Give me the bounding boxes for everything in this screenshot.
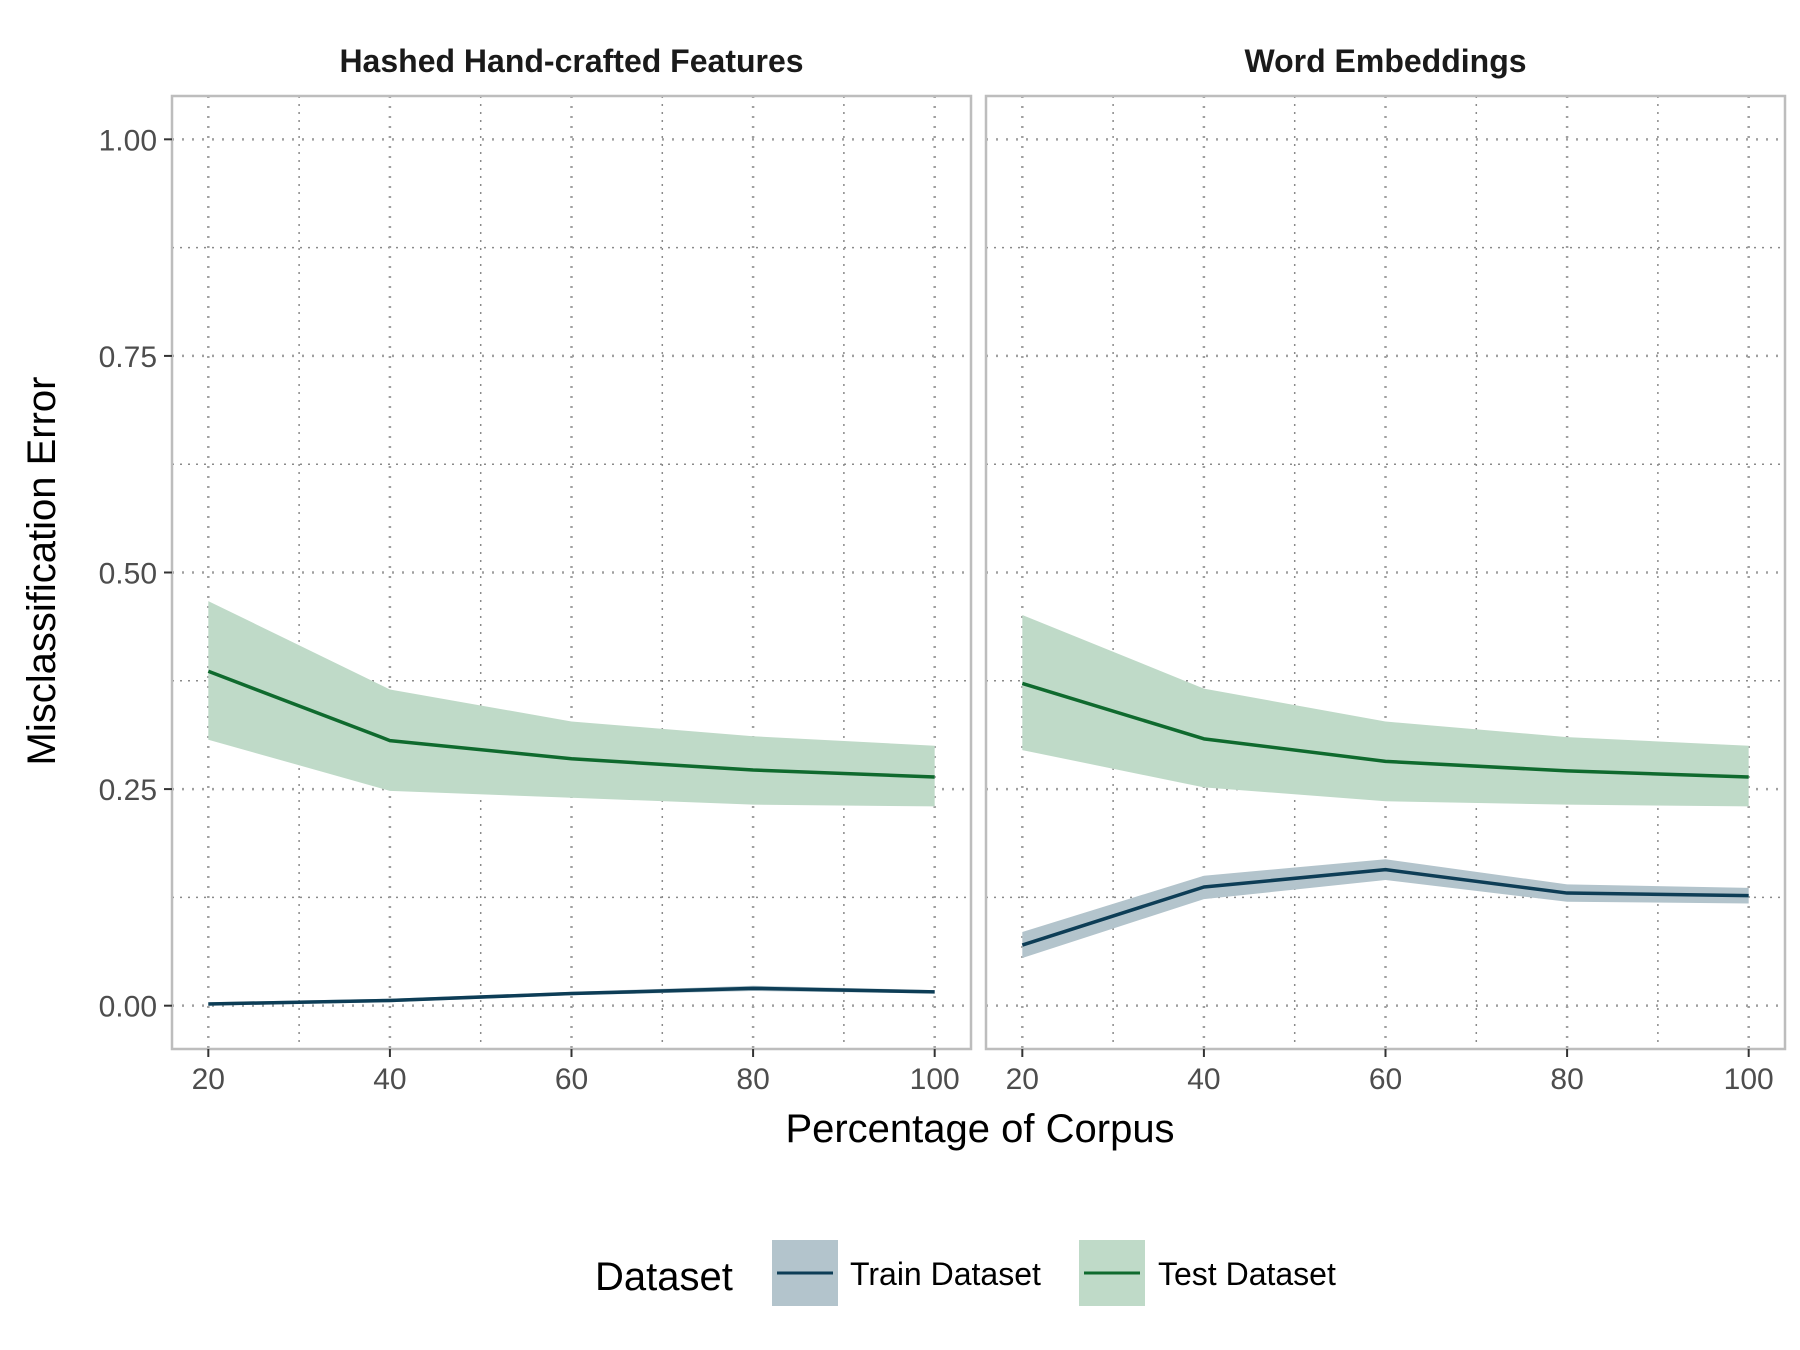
ribbon-train-dataset	[1022, 859, 1749, 959]
legend-label-train: Train Dataset	[850, 1256, 1041, 1292]
x-tick-label: 80	[1550, 1063, 1583, 1096]
x-tick-label: 20	[192, 1063, 225, 1096]
y-tick-label: 0.00	[99, 991, 157, 1024]
legend: Dataset Train Dataset Test Dataset	[595, 1240, 1336, 1306]
ribbon-test-dataset	[208, 601, 935, 807]
x-tick-label: 20	[1006, 1063, 1039, 1096]
legend-title: Dataset	[595, 1255, 733, 1299]
series-layer	[1021, 614, 1749, 959]
x-tick-label: 40	[1187, 1063, 1220, 1096]
y-tick-label: 0.50	[99, 558, 157, 591]
x-tick-label: 40	[373, 1063, 406, 1096]
panel-2: Word Embeddings 20 40 60 80 100	[984, 43, 1787, 1096]
panel-1: Hashed Hand-crafted Features 20 40 60 80 100 0…	[99, 43, 973, 1096]
x-tick-label: 60	[555, 1063, 588, 1096]
facet-title: Hashed Hand-crafted Features	[339, 43, 803, 79]
x-tick-label: 100	[1724, 1063, 1774, 1096]
line-train-dataset	[1021, 867, 1749, 947]
y-tick-label: 0.75	[99, 341, 157, 374]
line-train-dataset	[208, 986, 935, 1006]
facet-title: Word Embeddings	[1244, 43, 1526, 79]
legend-key-train	[772, 1240, 838, 1306]
x-tick-label: 80	[736, 1063, 769, 1096]
ribbon-test-dataset	[1022, 614, 1749, 807]
x-tick-label: 60	[1369, 1063, 1402, 1096]
grid	[986, 96, 1785, 1049]
y-axis-title: Misclassification Error	[20, 377, 64, 766]
grid	[172, 96, 971, 1049]
x-tick-label: 100	[910, 1063, 960, 1096]
panels-layer: Hashed Hand-crafted Features 20 40 60 80 100 0…	[99, 43, 1787, 1096]
legend-key-test	[1079, 1240, 1145, 1306]
line-test-dataset	[207, 669, 935, 779]
y-tick-label: 1.00	[99, 124, 157, 157]
x-axis-title: Percentage of Corpus	[785, 1107, 1174, 1151]
legend-label-test: Test Dataset	[1158, 1256, 1336, 1292]
line-test-dataset	[1021, 681, 1749, 779]
y-tick-label: 0.25	[99, 774, 157, 807]
series-layer	[207, 601, 935, 1006]
